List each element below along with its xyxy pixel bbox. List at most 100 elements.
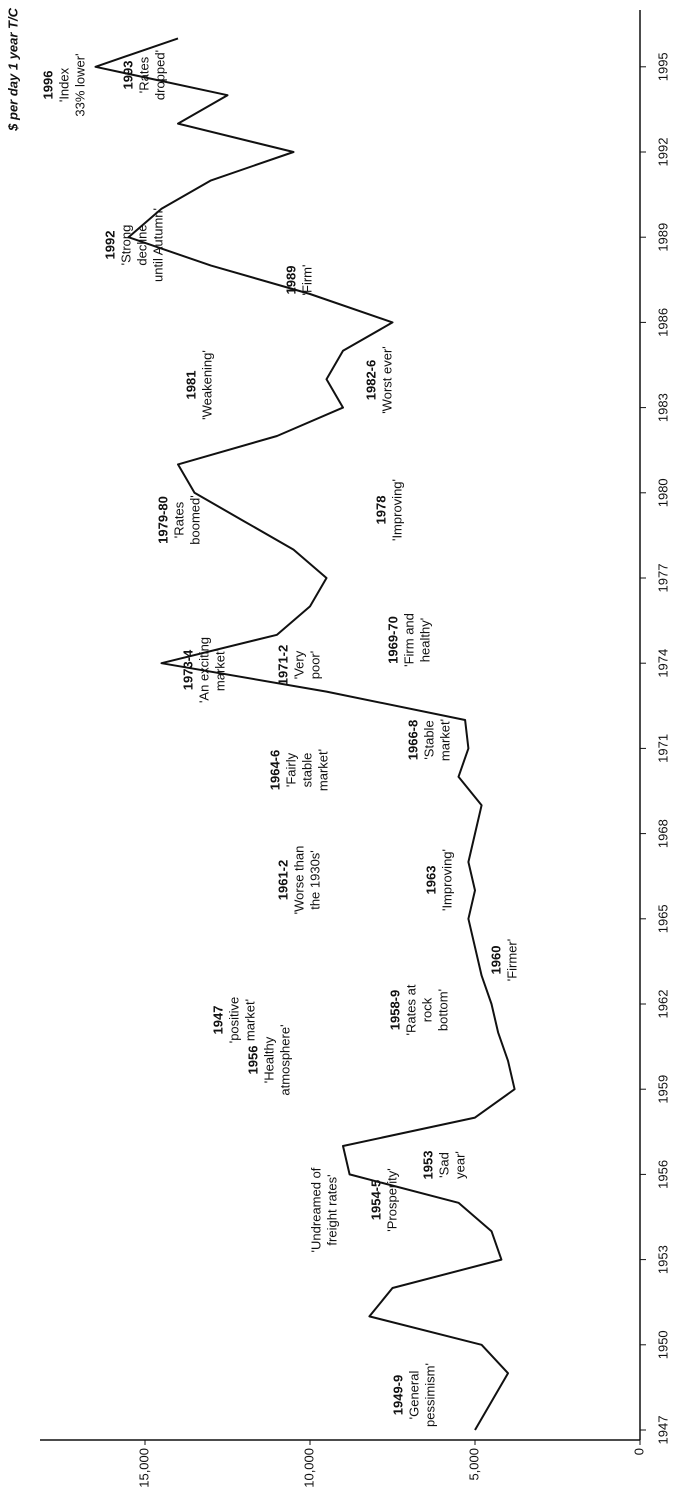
annotation-line: 'Undreamed of (308, 1167, 323, 1252)
annotation-line: 'Firm and (401, 613, 416, 667)
rate-line (94, 37, 516, 1431)
annotation-line: 1993 (120, 61, 135, 90)
annotation-line: 1992 (102, 231, 117, 260)
annotation: 1963 'Improving' (423, 849, 454, 911)
annotation: 1979-80 'Rates boomed' (155, 495, 202, 544)
annotation: 1993 'Rates dropped' (120, 50, 167, 100)
annotation-line: rock (419, 997, 434, 1022)
annotation-line: 'Prosperity' (384, 1168, 399, 1231)
annotation-line: 'Rates (171, 501, 186, 538)
annotation-line: 1978 (373, 496, 388, 525)
annotation-line: 'Very (291, 650, 306, 679)
annotation-line: 'Rates (136, 56, 151, 93)
annotation-line: 1947 (210, 1006, 225, 1035)
annotation-line: 'Worst ever' (379, 346, 394, 414)
x-tick-label: 1983 (655, 393, 670, 422)
annotation-line: 1964-6 (267, 750, 282, 790)
y-tick-label: 0 (631, 1448, 646, 1455)
annotation-line: 1969-70 (385, 616, 400, 664)
annotation: 1956 'Healthy atmosphere' (245, 1024, 292, 1095)
annotation: 1981 'Weakening' (183, 350, 214, 420)
annotation-line: bottom' (435, 989, 450, 1031)
annotation-line: 1996 (40, 71, 55, 100)
annotation: 1978 'Improving' (373, 479, 404, 541)
x-tick-label: 1953 (655, 1245, 670, 1274)
annotation-line: 1949-9 (390, 1375, 405, 1415)
x-tick-label: 1989 (655, 223, 670, 252)
annotation-line: poor' (307, 651, 322, 680)
annotation-line: 1989 (283, 266, 298, 295)
annotation-line: atmosphere' (277, 1024, 292, 1095)
x-tick-label: 1977 (655, 564, 670, 593)
annotation-line: 'An exciting (196, 637, 211, 703)
annotation-line: 1953 (420, 1151, 435, 1180)
annotation: 1964-6 'Fairly stable market' (267, 749, 330, 791)
x-tick-label: 1947 (655, 1416, 670, 1445)
annotation-line: market' (315, 749, 330, 791)
annotation: 1969-70 'Firm and healthy' (385, 613, 432, 667)
annotation-line: 'General (406, 1371, 421, 1420)
annotation-line: 'Worse than (291, 846, 306, 915)
annotation: 1947'positive market' (210, 997, 257, 1044)
annotation-line: the 1930s' (307, 850, 322, 910)
annotation-line: pessimism' (422, 1363, 437, 1427)
annotation: 1960 'Firmer' (488, 939, 519, 982)
annotation-line: 1963 (423, 866, 438, 895)
annotation-line: until Autumn' (150, 208, 165, 282)
x-tick-label: 1959 (655, 1075, 670, 1104)
x-tick-label: 1950 (655, 1330, 670, 1359)
annotation-line: 33% lower' (72, 53, 87, 116)
annotation-line: 'Firmer' (504, 939, 519, 982)
annotation-line: 'Rates at (403, 984, 418, 1035)
annotation-line: year' (452, 1151, 467, 1179)
annotation: 1954-5 'Prosperity' (368, 1168, 399, 1231)
x-tick-label: 1965 (655, 904, 670, 933)
annotation-line: 'Fairly (283, 752, 298, 787)
annotation-line: market' (242, 999, 257, 1041)
annotation: 1973-4 'An exciting market' (180, 637, 227, 703)
chart-title: $ per day 1 year T/C (5, 7, 20, 131)
x-tick-label: 1968 (655, 819, 670, 848)
y-tick-label: 15,000 (136, 1448, 151, 1488)
annotation-line: market' (437, 719, 452, 761)
x-tick-label: 1995 (655, 52, 670, 81)
x-tick-label: 1962 (655, 990, 670, 1019)
annotation: 'Undreamed of freight rates' (308, 1167, 339, 1252)
annotation-line: stable (299, 753, 314, 788)
annotation: 1953 'Sad year' (420, 1151, 467, 1180)
annotation-line: 'Sad (436, 1152, 451, 1178)
annotation: 1982-6 'Worst ever' (363, 346, 394, 414)
annotation-line: 'Stable (421, 720, 436, 759)
annotation-line: 1960 (488, 946, 503, 975)
annotation-line: 1982-6 (363, 360, 378, 400)
annotation-line: 'Weakening' (199, 350, 214, 420)
annotation: 1996 'Index 33% lower' (40, 53, 87, 116)
annotation-line: 'positive (226, 997, 241, 1044)
annotation-line: 1973-4 (180, 649, 195, 690)
x-tick-label: 1974 (655, 649, 670, 678)
annotation-line: market' (212, 649, 227, 691)
annotation-line: 'Healthy (261, 1036, 276, 1083)
x-tick-label: 1956 (655, 1160, 670, 1189)
annotation-line: dropped' (152, 50, 167, 100)
annotation-line: 'Improving' (389, 479, 404, 541)
annotation-line: freight rates' (324, 1174, 339, 1245)
annotation: 1949-9 'General pessimism' (390, 1363, 437, 1427)
y-tick-label: 5,000 (466, 1448, 481, 1481)
annotation-line: 1956 (245, 1046, 260, 1075)
annotation-line: 'Index (56, 67, 71, 102)
annotation-line: healthy' (417, 618, 432, 662)
annotation: 1966-8 'Stable market' (405, 719, 452, 761)
annotation: 1958-9 'Rates at rock bottom' (387, 984, 450, 1035)
annotation-line: 1981 (183, 371, 198, 400)
annotation-line: 1958-9 (387, 990, 402, 1030)
annotation: 1989 'Firm' (283, 265, 314, 296)
annotation-line: 'Strong (118, 225, 133, 266)
annotation-line: 1979-80 (155, 496, 170, 544)
annotation-line: boomed' (187, 495, 202, 544)
x-tick-label: 1980 (655, 478, 670, 507)
x-tick-label: 1992 (655, 138, 670, 167)
y-tick-label: 10,000 (301, 1448, 316, 1488)
annotation-line: decline (134, 224, 149, 265)
annotation-line: 1966-8 (405, 720, 420, 760)
